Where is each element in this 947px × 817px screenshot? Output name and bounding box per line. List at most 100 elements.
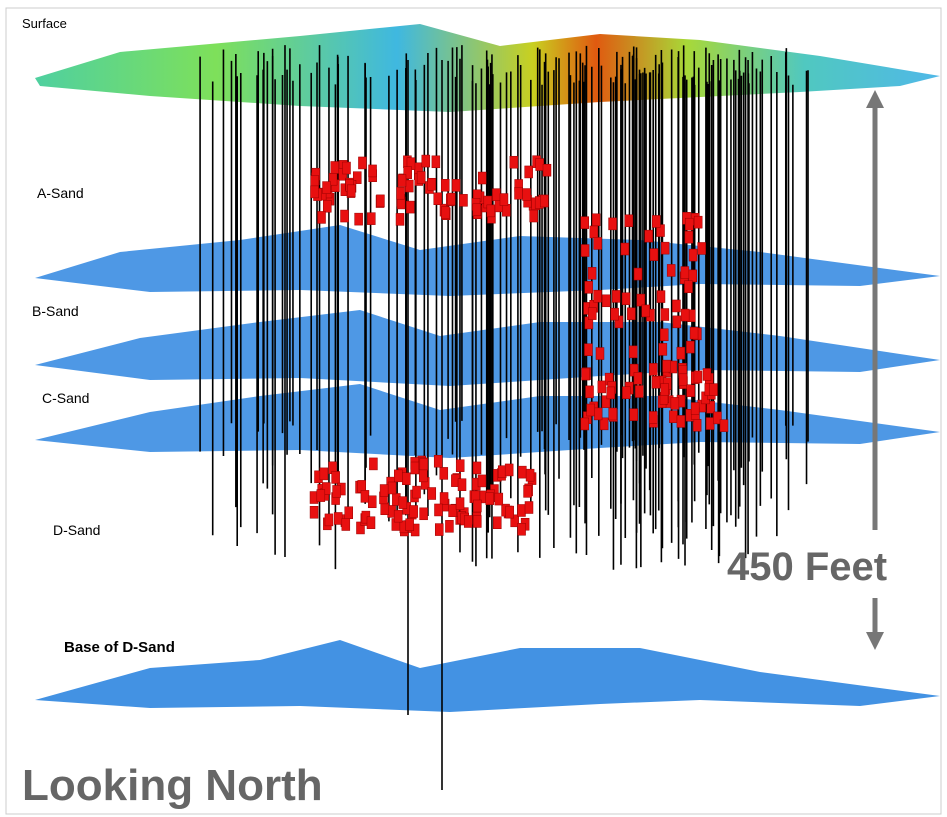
sample	[406, 200, 415, 214]
sample	[366, 516, 376, 529]
sample	[620, 242, 630, 256]
sample	[629, 408, 639, 421]
sample	[445, 520, 454, 533]
sample	[409, 505, 418, 518]
sample	[517, 504, 526, 517]
sample	[346, 184, 356, 198]
sample	[524, 165, 533, 179]
arrow-head	[866, 632, 884, 650]
sample	[686, 340, 695, 354]
sample	[398, 496, 408, 509]
sample	[680, 266, 690, 279]
sample	[652, 215, 661, 228]
sample	[658, 343, 668, 356]
sample	[688, 269, 698, 283]
sample	[502, 203, 511, 217]
sample	[672, 315, 682, 329]
sample	[586, 403, 595, 417]
sample	[601, 294, 611, 308]
sample	[666, 264, 676, 277]
sample	[705, 417, 715, 430]
layer-label: D-Sand	[53, 522, 100, 538]
sample	[688, 248, 698, 262]
sample	[319, 467, 329, 481]
sample	[323, 200, 332, 213]
sample	[709, 383, 718, 396]
sample	[330, 161, 340, 174]
sample	[504, 463, 514, 477]
sample	[505, 505, 514, 519]
base-layer	[35, 640, 940, 712]
sample	[540, 194, 549, 208]
sample	[494, 492, 504, 506]
sample	[510, 514, 519, 528]
sample	[360, 490, 370, 503]
sample	[317, 211, 326, 224]
sample	[397, 174, 407, 187]
sample	[662, 359, 671, 373]
sample	[719, 419, 729, 432]
sample	[316, 489, 326, 502]
sample	[589, 225, 599, 239]
sample	[702, 368, 712, 381]
sample	[446, 192, 456, 206]
sample	[587, 267, 597, 280]
sample	[660, 383, 669, 396]
sample	[649, 248, 659, 261]
sample	[419, 507, 428, 521]
sample	[485, 492, 494, 505]
wells	[199, 45, 809, 790]
sample	[684, 280, 693, 294]
sample	[368, 164, 377, 178]
sample	[633, 372, 643, 385]
sample	[684, 217, 694, 231]
view-label: Looking North	[22, 761, 323, 810]
sample	[522, 188, 531, 201]
sample	[354, 212, 363, 226]
sample	[581, 367, 590, 381]
sample	[641, 304, 650, 318]
sample	[486, 204, 496, 218]
sample	[535, 158, 544, 171]
sample	[580, 417, 590, 431]
sample	[473, 499, 482, 513]
sample	[434, 523, 444, 536]
sample	[434, 503, 443, 517]
layer-label: A-Sand	[37, 185, 84, 201]
sample	[379, 484, 389, 497]
sample	[492, 188, 501, 201]
sample	[340, 209, 349, 223]
sample	[440, 179, 450, 192]
sample	[518, 465, 527, 479]
sample	[455, 497, 465, 510]
sample	[310, 185, 319, 199]
sample	[678, 373, 688, 387]
layer-label: Surface	[22, 16, 67, 31]
sample	[692, 419, 702, 432]
sample	[624, 214, 634, 228]
sample	[441, 206, 450, 219]
sample	[396, 186, 405, 200]
sample	[676, 346, 686, 360]
sample	[584, 281, 593, 294]
sample	[472, 461, 482, 475]
sample	[608, 217, 617, 231]
sample	[670, 397, 680, 410]
sample	[393, 509, 403, 523]
sample	[493, 516, 502, 530]
sample	[627, 307, 636, 321]
sample	[332, 485, 341, 498]
sample	[523, 485, 532, 498]
sample	[593, 407, 603, 421]
sample	[690, 402, 700, 415]
sample	[689, 326, 699, 340]
sample	[473, 515, 482, 528]
sample	[395, 213, 405, 226]
sample	[585, 385, 594, 399]
sample	[693, 370, 703, 384]
sample	[369, 457, 378, 471]
sample	[331, 471, 340, 484]
sample	[394, 469, 403, 483]
sample	[477, 171, 487, 185]
